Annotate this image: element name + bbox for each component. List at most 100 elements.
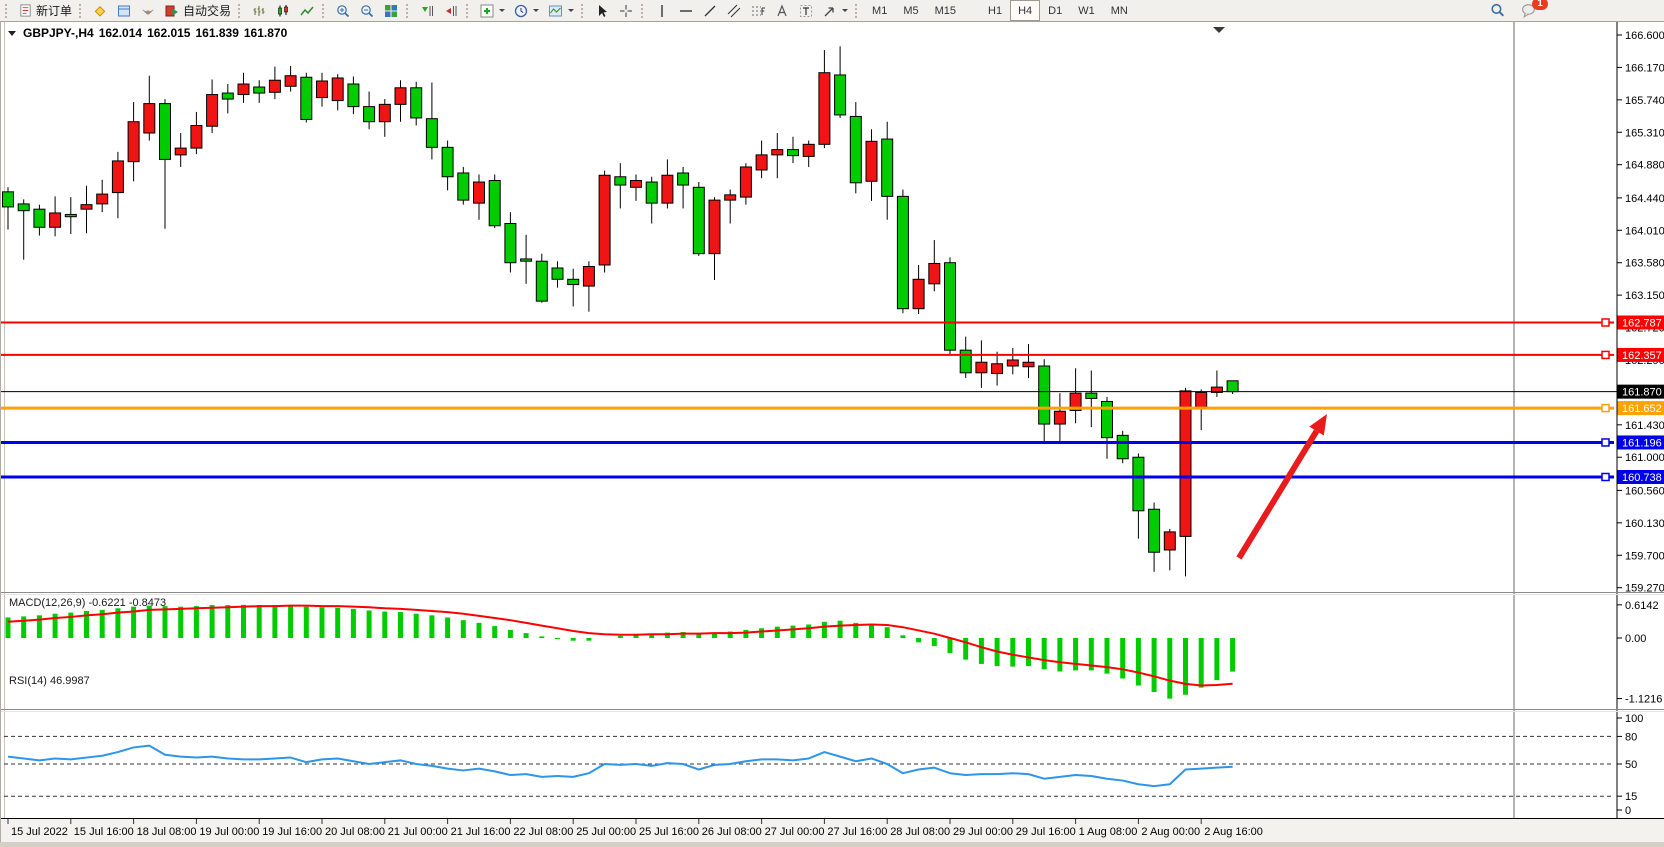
candle-body xyxy=(18,204,29,211)
candle-body xyxy=(1133,457,1144,511)
timeframe-m15-button[interactable]: M15 xyxy=(927,0,964,21)
candle-body xyxy=(678,173,689,185)
bar-chart-icon xyxy=(251,3,267,19)
ohlc-low: 161.839 xyxy=(195,26,238,40)
vertical-line-button[interactable] xyxy=(650,0,674,21)
candle-body xyxy=(175,148,186,155)
price-level-label-text: 161.196 xyxy=(1622,437,1662,449)
timeframe-h4-button[interactable]: H4 xyxy=(1010,0,1040,21)
arrows-dropdown-caret xyxy=(842,9,848,12)
candle-body xyxy=(442,147,453,176)
rsi-axis-label: 15 xyxy=(1625,791,1637,803)
text-label-button[interactable] xyxy=(794,0,818,21)
autoscroll-icon xyxy=(419,3,435,19)
timeframe-h1-button[interactable]: H1 xyxy=(980,0,1010,21)
autoscroll-button[interactable] xyxy=(415,0,439,21)
notifications-button[interactable]: 1 xyxy=(1516,0,1542,21)
candle-body xyxy=(756,155,767,170)
chart-canvas[interactable]: 166.600166.170165.740165.310164.880164.4… xyxy=(1,22,1664,842)
candle-body xyxy=(1149,509,1160,552)
timeframe-w1-button[interactable]: W1 xyxy=(1070,0,1103,21)
search-button[interactable] xyxy=(1485,0,1510,21)
price-tick-label: 160.130 xyxy=(1625,518,1664,530)
price-tick-label: 164.010 xyxy=(1625,225,1664,237)
channel-button[interactable] xyxy=(722,0,746,21)
candle-body xyxy=(646,182,657,203)
candle-body xyxy=(1054,411,1065,424)
time-tick-label: 27 Jul 16:00 xyxy=(827,826,887,838)
text-button[interactable] xyxy=(770,0,794,21)
arrows-tool-icon xyxy=(822,3,838,19)
line-chart-icon xyxy=(299,3,315,19)
autotrade-button[interactable]: 自动交易 xyxy=(160,0,235,21)
candle-body xyxy=(3,192,14,207)
chart-shift-button[interactable] xyxy=(439,0,463,21)
time-tick-label: 25 Jul 00:00 xyxy=(576,826,636,838)
crosshair-icon xyxy=(618,3,634,19)
arrows-button[interactable] xyxy=(818,0,852,21)
signal-button[interactable] xyxy=(136,0,160,21)
timeframe-m1-button[interactable]: M1 xyxy=(864,0,895,21)
candle-body xyxy=(788,150,799,156)
toolbar-grip xyxy=(466,4,472,18)
time-tick-label: 2 Aug 16:00 xyxy=(1204,826,1263,838)
cursor-button[interactable] xyxy=(590,0,614,21)
periods-clock-icon xyxy=(513,3,529,19)
candle-body xyxy=(568,279,579,284)
toolbar-grip xyxy=(855,4,861,18)
timeframe-d1-button[interactable]: D1 xyxy=(1040,0,1070,21)
line-handle[interactable] xyxy=(1602,473,1609,480)
equidistant-channel-icon xyxy=(726,3,742,19)
periods-button[interactable] xyxy=(509,0,543,21)
candlestick-chart-button[interactable] xyxy=(271,0,295,21)
chart-shift-marker[interactable] xyxy=(1213,27,1225,33)
toolbar-grip xyxy=(79,4,85,18)
bar-chart-button[interactable] xyxy=(247,0,271,21)
candle-body xyxy=(882,139,893,196)
line-chart-button[interactable] xyxy=(295,0,319,21)
candle-body xyxy=(1023,362,1034,367)
candle-body xyxy=(474,182,485,203)
crosshair-button[interactable] xyxy=(614,0,638,21)
candle-body xyxy=(552,268,563,279)
timeframe-m30-button[interactable] xyxy=(964,0,980,21)
toolbar-grip xyxy=(238,4,244,18)
line-handle[interactable] xyxy=(1602,351,1609,358)
candle-body xyxy=(348,84,359,107)
price-tick-label: 160.560 xyxy=(1625,485,1664,497)
data-window-icon xyxy=(116,3,132,19)
tile-windows-icon xyxy=(383,3,399,19)
text-a-icon xyxy=(774,3,790,19)
line-handle[interactable] xyxy=(1602,319,1609,326)
price-tick-label: 161.430 xyxy=(1625,420,1664,432)
indicators-button[interactable] xyxy=(475,0,509,21)
horizontal-line-button[interactable] xyxy=(674,0,698,21)
candle-body xyxy=(850,116,861,182)
tile-windows-button[interactable] xyxy=(379,0,403,21)
candle-body xyxy=(897,196,908,308)
new-order-button[interactable]: 新订单 xyxy=(14,0,76,21)
zoom-in-button[interactable] xyxy=(331,0,355,21)
data-window-button[interactable] xyxy=(112,0,136,21)
time-tick-label: 19 Jul 00:00 xyxy=(199,826,259,838)
chart-window[interactable]: GBPJPY-,H4 162.014 162.015 161.839 161.8… xyxy=(0,22,1664,842)
candle-body xyxy=(426,119,437,148)
cursor-icon xyxy=(594,3,610,19)
zoom-out-button[interactable] xyxy=(355,0,379,21)
price-level-label-text: 160.738 xyxy=(1622,472,1662,484)
trendline-button[interactable] xyxy=(698,0,722,21)
trend-arrow-line[interactable] xyxy=(1239,431,1317,558)
favorites-button[interactable] xyxy=(88,0,112,21)
fibonacci-button[interactable] xyxy=(746,0,770,21)
timeframe-m5-button[interactable]: M5 xyxy=(895,0,926,21)
line-handle[interactable] xyxy=(1602,405,1609,412)
new-order-icon xyxy=(18,3,33,18)
time-tick-label: 15 Jul 2022 xyxy=(11,826,68,838)
candle-body xyxy=(1007,360,1018,366)
candle-body xyxy=(536,261,547,301)
candle-body xyxy=(50,213,61,227)
time-tick-label: 29 Jul 00:00 xyxy=(953,826,1013,838)
templates-button[interactable] xyxy=(543,0,578,21)
line-handle[interactable] xyxy=(1602,439,1609,446)
timeframe-mn-button[interactable]: MN xyxy=(1103,0,1136,21)
